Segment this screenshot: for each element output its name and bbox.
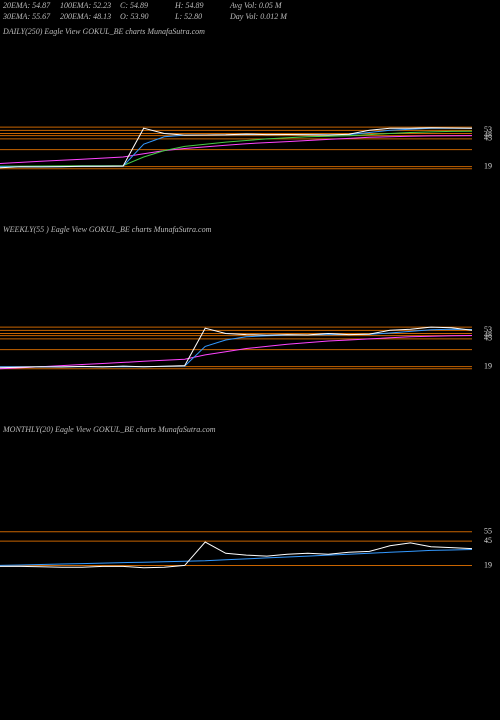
stat-label: 20EMA: 54.87: [3, 1, 51, 10]
price-line: [0, 135, 473, 164]
stat-label: C: 54.89: [120, 1, 148, 10]
price-line: [0, 549, 473, 566]
y-tick-label: 48: [484, 131, 492, 140]
y-tick-label: 19: [484, 560, 492, 569]
stat-label: L: 52.80: [174, 12, 202, 21]
y-tick-label: 55: [484, 527, 492, 536]
panel-title: DAILY(250) Eagle View GOKUL_BE charts Mu…: [2, 27, 205, 36]
y-tick-label: 45: [484, 334, 492, 343]
stat-label: 30EMA: 55.67: [2, 12, 51, 21]
y-tick-label: 19: [484, 161, 492, 170]
stat-label: O: 53.90: [120, 12, 148, 21]
y-tick-label: 53: [484, 125, 492, 134]
price-line: [0, 127, 473, 169]
panel-title: MONTHLY(20) Eagle View GOKUL_BE charts M…: [2, 425, 216, 434]
stat-label: Day Vol: 0.012 M: [229, 12, 288, 21]
price-line: [0, 130, 473, 167]
y-tick-label: 53: [484, 325, 492, 334]
panel-title: WEEKLY(55 ) Eagle View GOKUL_BE charts M…: [3, 225, 212, 234]
stat-label: H: 54.89: [174, 1, 203, 10]
price-line: [0, 541, 473, 569]
y-tick-label: 19: [484, 361, 492, 370]
y-tick-label: 45: [484, 134, 492, 143]
stat-label: Avg Vol: 0.05 M: [229, 1, 283, 10]
y-tick-label: 48: [484, 331, 492, 340]
price-line: [0, 326, 473, 369]
stat-label: 100EMA: 52.23: [60, 1, 111, 10]
y-tick-label: 45: [484, 536, 492, 545]
stat-label: 200EMA: 48.13: [60, 12, 111, 21]
price-line: [0, 335, 473, 370]
